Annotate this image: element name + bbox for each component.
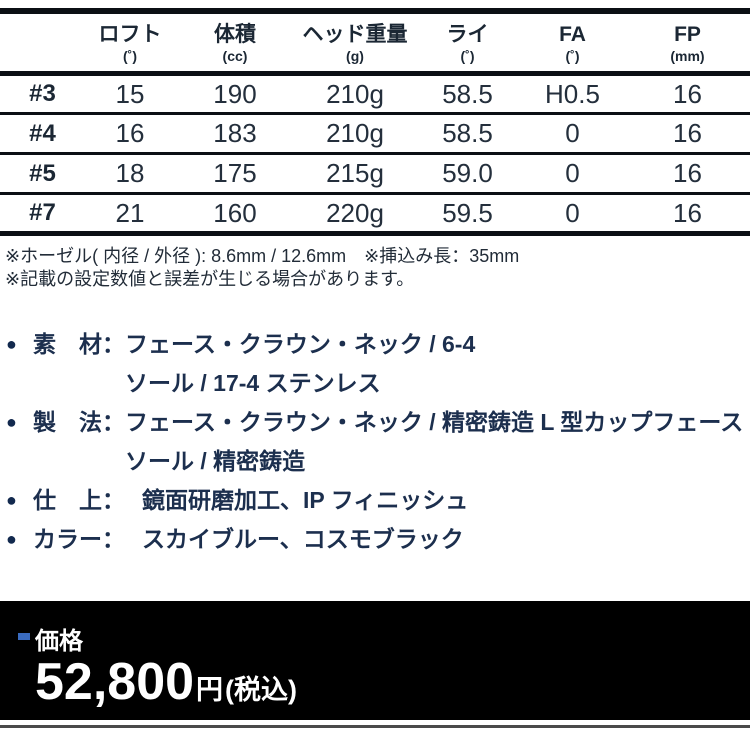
header-lie-label: ライ [446,23,489,46]
spec-table-header: ロフト (˚) 体積 (cc) ヘッド重量 (g) ライ (˚) FA (˚ [0,11,750,74]
footnote-disclaimer: ※記載の設定数値と誤差が生じる場合があります。 [5,269,415,289]
header-fa: FA (˚) [520,11,625,74]
detail-finish-content: 鏡面研磨加工、IP フィニッシュ [125,481,750,520]
row-fp: 16 [673,118,702,148]
row-loft: 21 [115,197,145,228]
price-value: 52,800 円 (税込) [18,656,750,708]
bottom-gap [0,720,750,725]
detail-material: ● 素 材： フェース・クラウン・ネック / 6-4 ソール / 17-4 ステ… [6,325,750,403]
price-label: 価格 [35,627,83,655]
row-fp: 16 [673,158,702,188]
header-fp-unit: (mm) [670,48,705,64]
header-loft-unit: (˚) [123,48,137,64]
row-lie: 58.5 [442,118,493,148]
price-tax-note: (税込) [225,675,298,705]
row-fa: H0.5 [545,78,600,109]
detail-construction-content: フェース・クラウン・ネック / 精密鋳造 L 型カップフェース ソール / 精密… [125,403,750,481]
bullet-icon: ● [6,529,17,549]
detail-material-label: 素 材： [33,331,125,357]
detail-finish-line1: 鏡面研磨加工、IP フィニッシュ [142,487,469,513]
product-details: ● 素 材： フェース・クラウン・ネック / 6-4 ソール / 17-4 ステ… [0,325,750,559]
bottom-divider [0,725,750,728]
header-head-weight-unit: (g) [346,48,364,64]
row-fa: 0 [565,118,580,148]
row-club: #5 [29,159,56,187]
detail-material-content: フェース・クラウン・ネック / 6-4 ソール / 17-4 ステンレス [125,325,750,403]
detail-construction-line1: フェース・クラウン・ネック / 精密鋳造 L 型カップフェース [125,409,744,435]
header-volume-label: 体積 [214,23,256,46]
header-head-weight-label: ヘッド重量 [302,23,408,46]
row-fa: 0 [565,158,580,188]
bullet-icon: ● [6,334,17,354]
row-loft: 16 [115,118,145,148]
row-fa: 0 [565,197,580,228]
header-fa-label: FA [559,23,586,46]
spec-table: ロフト (˚) 体積 (cc) ヘッド重量 (g) ライ (˚) FA (˚ [0,8,750,236]
row-head-weight: 210g [326,118,384,148]
row-fp: 16 [673,197,702,228]
detail-material-line1: フェース・クラウン・ネック / 6-4 [125,331,476,357]
detail-color-content: スカイブルー、コスモブラック [125,520,750,559]
row-loft: 15 [115,78,145,109]
top-margin [0,0,750,8]
price-panel: 価格 52,800 円 (税込) [0,601,750,720]
header-fp: FP (mm) [625,11,750,74]
row-volume: 160 [213,197,257,228]
header-fp-label: FP [674,23,701,46]
table-row: #7 21 160 220g 59.5 0 16 [0,194,750,234]
detail-construction-label: 製 法： [33,409,125,435]
header-head-weight: ヘッド重量 (g) [295,11,415,74]
row-loft: 18 [115,158,145,188]
bullet-icon: ● [6,490,17,510]
detail-finish: ● 仕 上： 鏡面研磨加工、IP フィニッシュ [6,481,750,520]
detail-color: ● カラー： スカイブルー、コスモブラック [6,520,750,559]
header-loft-label: ロフト [98,23,162,46]
footnote-hosel: ※ホーゼル( 内径 / 外径 ): 8.6mm / 12.6mm ※挿込み長：3… [5,246,520,266]
header-club-blank [0,11,85,74]
bullet-icon: ● [6,412,17,432]
price-label-row: 価格 [18,624,750,655]
detail-color-line1: スカイブルー、コスモブラック [142,526,464,552]
price-currency: 円 [196,675,224,705]
header-loft: ロフト (˚) [85,11,175,74]
price-amount: 52,800 [35,653,195,711]
row-head-weight: 215g [326,158,384,188]
row-club: #4 [29,119,56,147]
row-club: #7 [29,199,56,226]
header-lie-unit: (˚) [460,48,475,64]
row-volume: 175 [213,158,257,188]
header-lie: ライ (˚) [415,11,520,74]
table-row: #3 15 190 210g 58.5 H0.5 16 [0,74,750,114]
row-lie: 58.5 [442,78,493,109]
table-row: #5 18 175 215g 59.0 0 16 [0,154,750,194]
footnotes: ※ホーゼル( 内径 / 外径 ): 8.6mm / 12.6mm ※挿込み長：3… [5,245,750,291]
header-row: ロフト (˚) 体積 (cc) ヘッド重量 (g) ライ (˚) FA (˚ [0,11,750,74]
row-club: #3 [29,80,56,107]
header-fa-unit: (˚) [565,48,580,64]
row-head-weight: 210g [326,78,384,109]
row-volume: 183 [213,118,257,148]
blue-dash-icon [18,632,30,640]
detail-material-line2: ソール / 17-4 ステンレス [125,370,381,396]
row-lie: 59.5 [442,197,493,228]
detail-finish-label: 仕 上： [33,487,125,513]
row-head-weight: 220g [326,197,384,228]
detail-construction-line2: ソール / 精密鋳造 [125,448,306,474]
row-lie: 59.0 [442,158,493,188]
header-volume-unit: (cc) [222,48,248,64]
row-volume: 190 [213,78,257,109]
detail-construction: ● 製 法： フェース・クラウン・ネック / 精密鋳造 L 型カップフェース ソ… [6,403,750,481]
table-row: #4 16 183 210g 58.5 0 16 [0,114,750,154]
header-volume: 体積 (cc) [175,11,295,74]
row-fp: 16 [673,78,702,109]
detail-color-label: カラー： [33,526,125,552]
